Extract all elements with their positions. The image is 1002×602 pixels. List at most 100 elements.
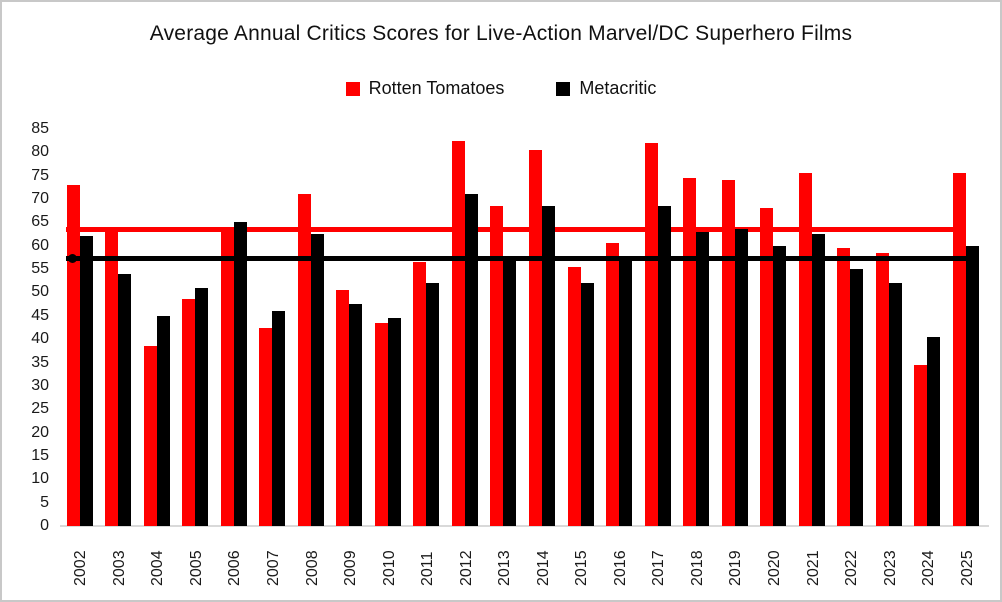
bar-metacritic-2025 (965, 245, 979, 526)
chart-title: Average Annual Critics Scores for Live-A… (149, 22, 853, 45)
x-axis-label-2006: 2006 (226, 550, 244, 586)
bar-rotten-tomatoes-2018 (683, 178, 697, 526)
bar-metacritic-2006 (233, 222, 247, 526)
bar-metacritic-2014 (542, 206, 555, 526)
bar-rotten-tomatoes-2010 (374, 322, 388, 526)
y-axis-label: 0 (40, 517, 49, 534)
bar-metacritic-2005 (195, 287, 209, 526)
bar-metacritic-2010 (387, 318, 401, 526)
bar-metacritic-2024 (927, 336, 941, 526)
x-axis-label-2016: 2016 (611, 550, 629, 586)
legend-swatch-metacritic (556, 81, 571, 96)
bar-rotten-tomatoes-2008 (297, 194, 311, 526)
x-axis-label-2017: 2017 (650, 550, 668, 586)
x-axis-label-2010: 2010 (380, 550, 398, 586)
y-axis-label: 10 (31, 470, 49, 488)
bar-metacritic-2016 (619, 259, 633, 526)
x-axis-label-2020: 2020 (766, 550, 784, 586)
x-axis-label-2008: 2008 (303, 550, 321, 586)
bar-rotten-tomatoes-2020 (760, 208, 774, 526)
bar-metacritic-2018 (696, 231, 710, 526)
bar-metacritic-2002 (79, 236, 93, 526)
legend-item-rotten-tomatoes: Rotten Tomatoes (345, 78, 505, 99)
legend-swatch-rotten-tomatoes (345, 81, 360, 96)
x-axis-label-2013: 2013 (496, 550, 514, 586)
x-axis-label-2002: 2002 (72, 550, 90, 586)
bar-rotten-tomatoes-2016 (606, 243, 620, 526)
bar-rotten-tomatoes-2005 (182, 299, 196, 526)
y-axis-label: 85 (31, 120, 49, 137)
x-axis-label-2015: 2015 (573, 550, 591, 586)
x-axis-label-2014: 2014 (534, 550, 552, 586)
x-axis-label-2022: 2022 (843, 550, 861, 586)
bar-metacritic-2023 (888, 283, 902, 526)
average-line-rotten-tomatoes (66, 227, 960, 233)
bar-metacritic-2012 (464, 194, 478, 526)
bar-rotten-tomatoes-2012 (451, 140, 465, 526)
bar-rotten-tomatoes-2011 (413, 262, 427, 526)
bar-metacritic-2007 (272, 311, 286, 526)
average-line-metacritic (66, 256, 972, 262)
bar-rotten-tomatoes-2014 (529, 150, 542, 526)
legend: Rotten Tomatoes Metacritic (2, 78, 1000, 99)
bar-rotten-tomatoes-2019 (721, 180, 735, 526)
bar-metacritic-2008 (310, 234, 324, 526)
x-axis-label-2007: 2007 (264, 550, 282, 586)
x-axis-label-2023: 2023 (881, 550, 899, 586)
bar-rotten-tomatoes-2006 (220, 229, 234, 526)
legend-item-metacritic: Metacritic (556, 78, 656, 99)
bar-rotten-tomatoes-2013 (490, 206, 504, 526)
bar-rotten-tomatoes-2023 (875, 252, 889, 526)
bar-rotten-tomatoes-2022 (837, 248, 851, 526)
bar-metacritic-2009 (349, 304, 363, 526)
x-axis-label-2025: 2025 (958, 550, 976, 586)
bar-metacritic-2019 (734, 229, 748, 526)
y-axis-label: 45 (31, 306, 49, 324)
bar-rotten-tomatoes-2007 (259, 327, 273, 526)
y-axis-label: 30 (31, 376, 49, 394)
bar-rotten-tomatoes-2024 (914, 364, 928, 526)
x-axis-label-2024: 2024 (920, 550, 938, 586)
x-axis-label-2005: 2005 (187, 550, 205, 586)
y-axis-label: 40 (31, 330, 49, 348)
x-axis-label-2021: 2021 (804, 550, 822, 586)
legend-label-rotten-tomatoes: Rotten Tomatoes (368, 78, 505, 98)
y-axis-label: 50 (31, 283, 49, 301)
average-line-marker-left (68, 254, 77, 264)
x-axis-label-2011: 2011 (419, 551, 437, 586)
x-axis-label-2004: 2004 (149, 550, 167, 586)
bar-metacritic-2013 (503, 259, 517, 526)
bar-rotten-tomatoes-2025 (952, 173, 966, 526)
x-axis-label-2018: 2018 (688, 550, 706, 586)
bar-metacritic-2015 (580, 283, 594, 526)
bar-rotten-tomatoes-2021 (798, 173, 812, 526)
y-axis-label: 80 (31, 143, 49, 161)
bar-rotten-tomatoes-2017 (644, 143, 658, 526)
y-axis-label: 55 (31, 260, 49, 278)
bar-metacritic-2004 (156, 315, 170, 526)
bar-metacritic-2021 (811, 234, 825, 526)
bar-rotten-tomatoes-2003 (105, 229, 119, 526)
x-axis-label-2009: 2009 (342, 550, 360, 586)
x-axis-line (60, 525, 989, 527)
bar-metacritic-2011 (426, 283, 440, 526)
bar-metacritic-2003 (118, 273, 132, 526)
bar-metacritic-2022 (850, 269, 864, 526)
y-axis-label: 35 (31, 353, 49, 371)
y-axis-label: 5 (40, 493, 49, 511)
bar-rotten-tomatoes-2015 (567, 266, 581, 526)
legend-label-metacritic: Metacritic (579, 78, 657, 98)
y-axis-label: 70 (31, 190, 49, 208)
y-axis-label: 75 (31, 166, 49, 184)
y-axis-label: 65 (31, 213, 49, 231)
y-axis-label: 25 (31, 400, 49, 418)
bar-rotten-tomatoes-2009 (336, 290, 350, 526)
y-axis-label: 15 (31, 446, 49, 464)
bar-metacritic-2017 (657, 206, 671, 526)
x-axis-label-2019: 2019 (727, 550, 745, 586)
bar-rotten-tomatoes-2002 (66, 185, 80, 526)
x-axis-label-2003: 2003 (110, 550, 128, 586)
average-line-marker-right (953, 225, 962, 235)
x-axis-label-2012: 2012 (457, 550, 475, 586)
